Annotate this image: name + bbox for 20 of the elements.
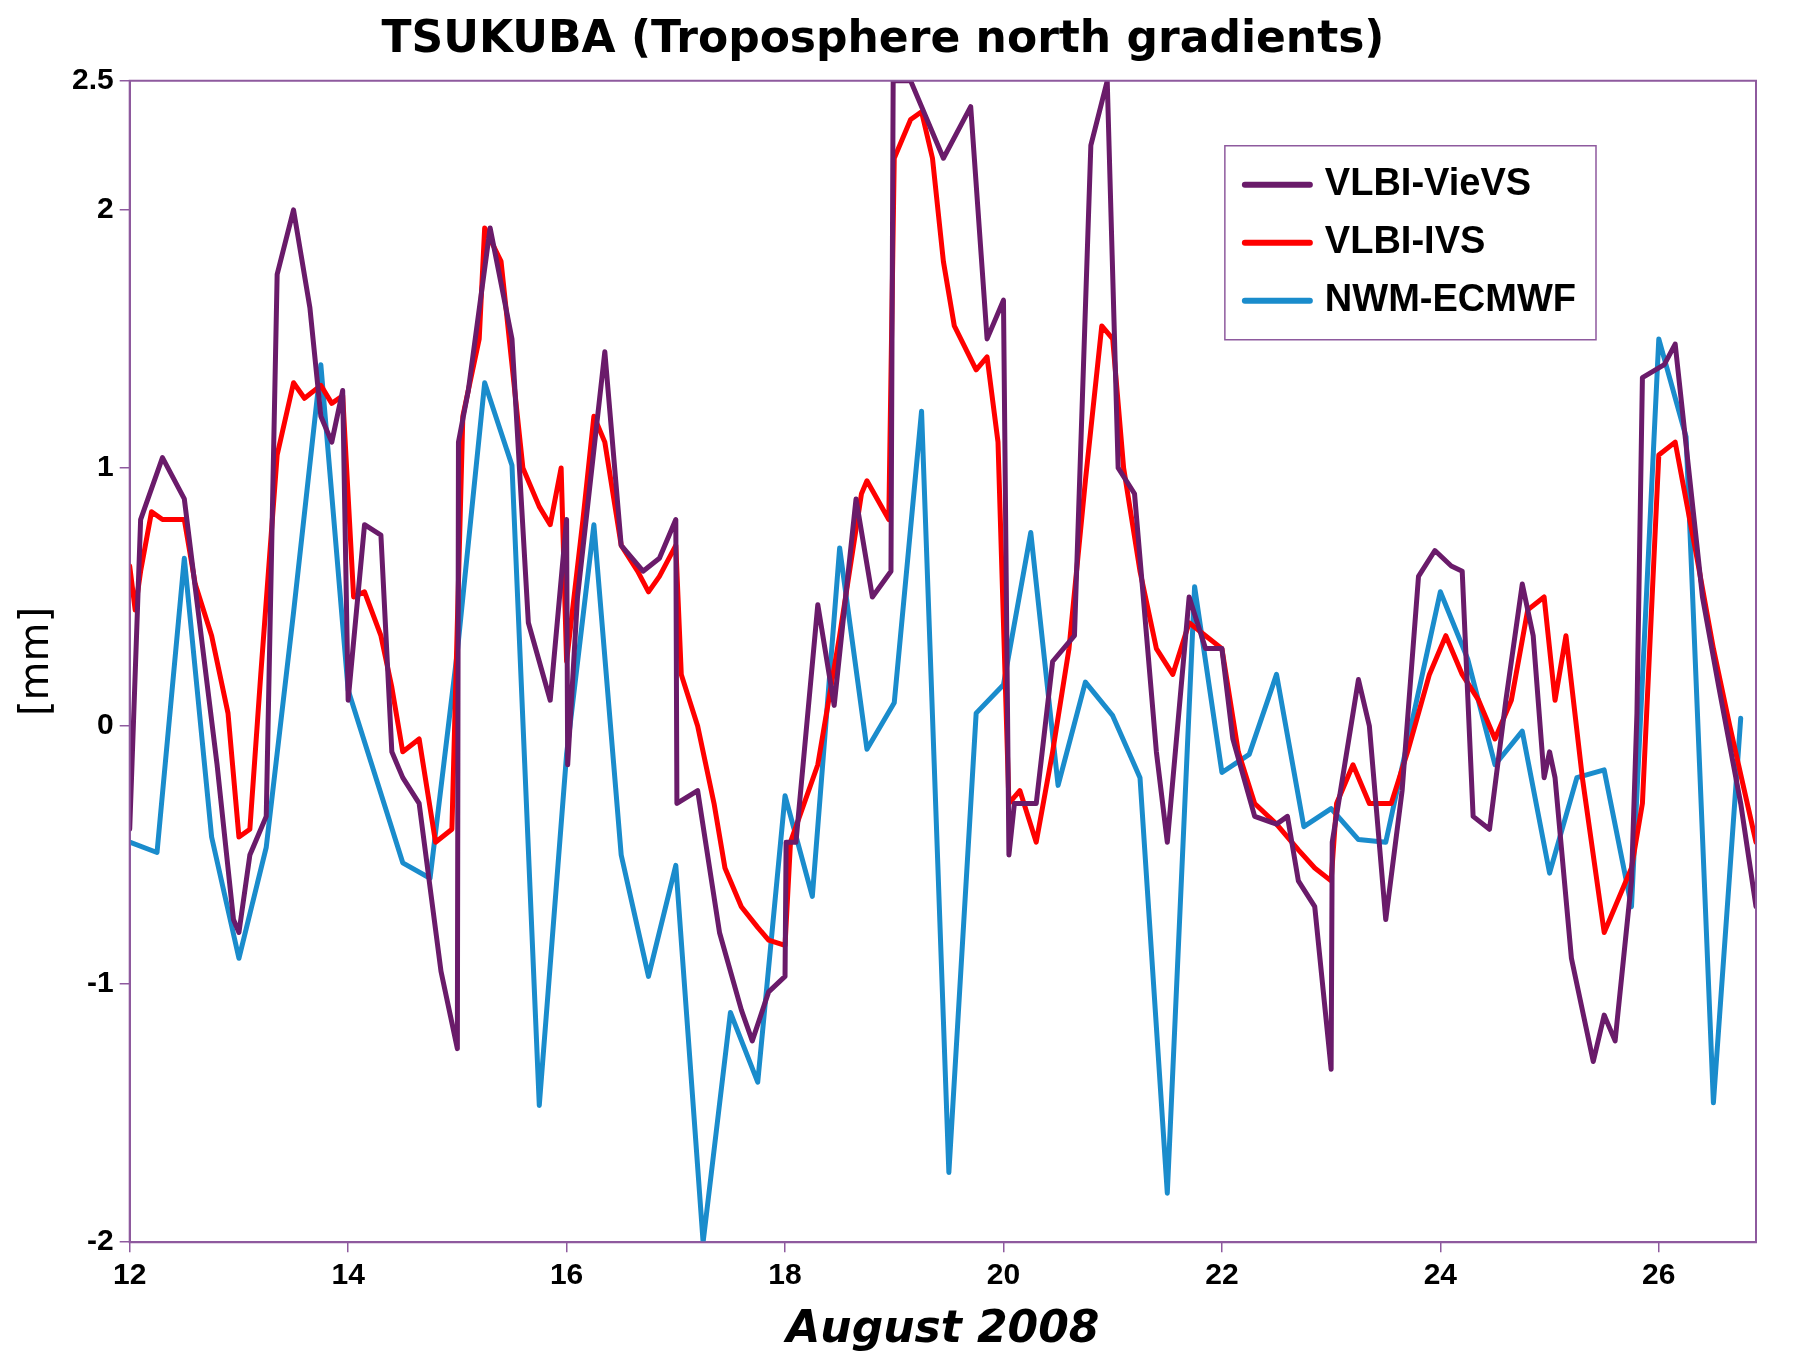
y-tick-label: -1 [87,965,114,999]
legend-label: VLBI-VieVS [1324,161,1532,204]
y-tick-label: 2.5 [71,62,114,96]
y-axis-title: [mm] [11,606,58,717]
x-tick-label: 20 [986,1257,1021,1291]
legend-label: NWM-ECMWF [1324,277,1576,320]
legend-label: VLBI-IVS [1324,219,1486,262]
chart-title: TSUKUBA (Troposphere north gradients) [381,10,1385,62]
y-tick-label: 0 [97,707,114,741]
x-tick-label: 12 [113,1257,147,1291]
x-tick-label: 22 [1205,1257,1239,1291]
x-tick-label: 24 [1423,1257,1458,1291]
x-axis-title: August 2008 [783,1301,1100,1353]
y-tick-label: 2 [97,191,114,225]
x-tick-label: 18 [768,1257,802,1291]
y-tick-label: 1 [97,449,114,483]
x-tick-label: 16 [549,1257,584,1291]
y-tick-label: -2 [87,1223,114,1257]
x-tick-label: 14 [331,1257,366,1291]
x-tick-label: 26 [1642,1257,1676,1291]
